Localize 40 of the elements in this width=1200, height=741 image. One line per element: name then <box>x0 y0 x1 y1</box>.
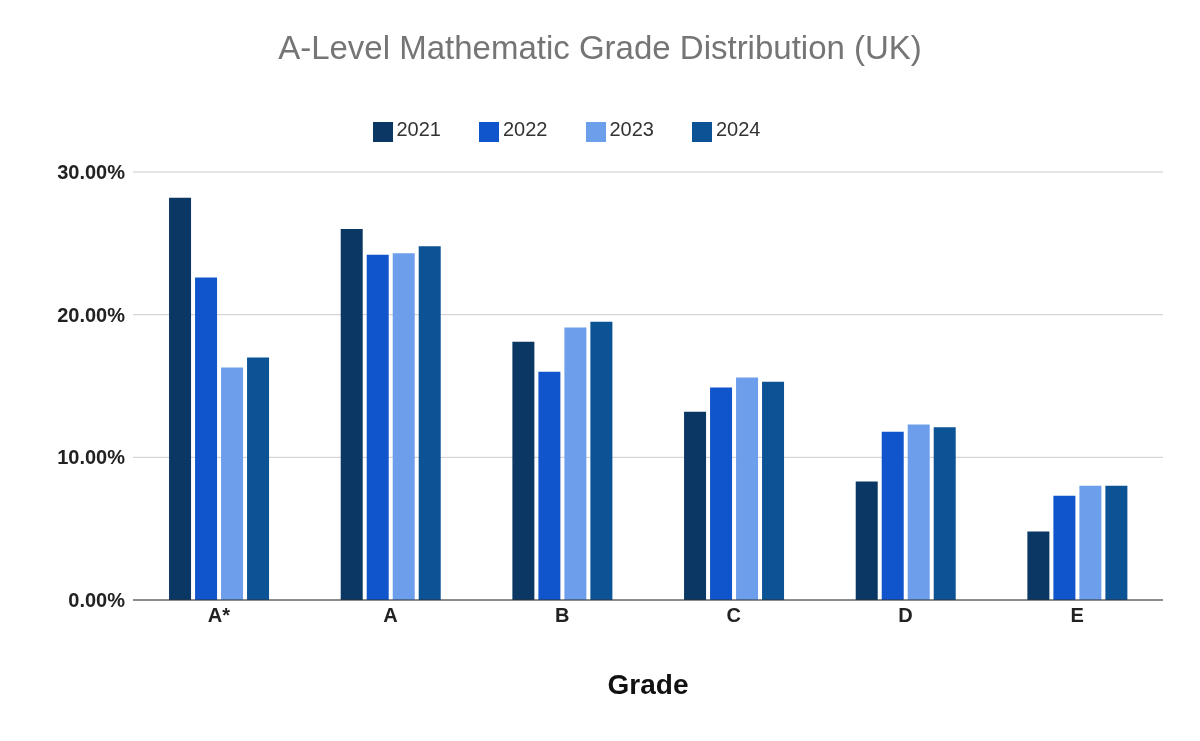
x-tick-label: A* <box>207 604 231 627</box>
bar <box>1053 495 1076 600</box>
legend-label: 2021 <box>396 118 441 140</box>
x-tick-label: B <box>554 604 570 627</box>
bar <box>590 321 613 600</box>
y-tick-label: 20.00% <box>57 303 126 326</box>
legend-label: 2024 <box>716 118 761 140</box>
bar <box>512 341 535 600</box>
bar <box>881 431 904 600</box>
bar <box>907 424 930 600</box>
bar <box>684 411 707 600</box>
bar <box>762 381 785 600</box>
bar <box>933 427 956 600</box>
bar <box>340 229 363 600</box>
y-tick-label: 30.00% <box>57 161 126 184</box>
bar <box>564 327 587 600</box>
bar <box>855 481 878 600</box>
bar <box>710 387 733 600</box>
y-tick-label: 10.00% <box>57 446 126 469</box>
bar <box>1105 485 1128 600</box>
x-tick-label: A <box>383 604 398 627</box>
bar <box>247 357 270 600</box>
bar <box>366 254 389 600</box>
bar <box>169 197 192 600</box>
bar <box>1027 531 1050 600</box>
bar <box>195 277 218 600</box>
bar <box>392 253 415 600</box>
x-tick-label: E <box>1070 604 1084 627</box>
bar <box>538 371 561 600</box>
x-tick-label: C <box>726 604 742 627</box>
bar <box>221 367 244 600</box>
bar <box>418 246 441 600</box>
legend-label: 2023 <box>609 118 654 140</box>
legend-label: 2022 <box>503 118 548 140</box>
bar <box>1079 485 1102 600</box>
bar <box>736 377 759 600</box>
chart-title: A-Level Mathematic Grade Distribution (UK) <box>277 28 923 68</box>
x-axis-title: Grade <box>607 669 689 700</box>
x-tick-label: D <box>898 604 913 627</box>
y-tick-label: 0.00% <box>68 589 126 612</box>
